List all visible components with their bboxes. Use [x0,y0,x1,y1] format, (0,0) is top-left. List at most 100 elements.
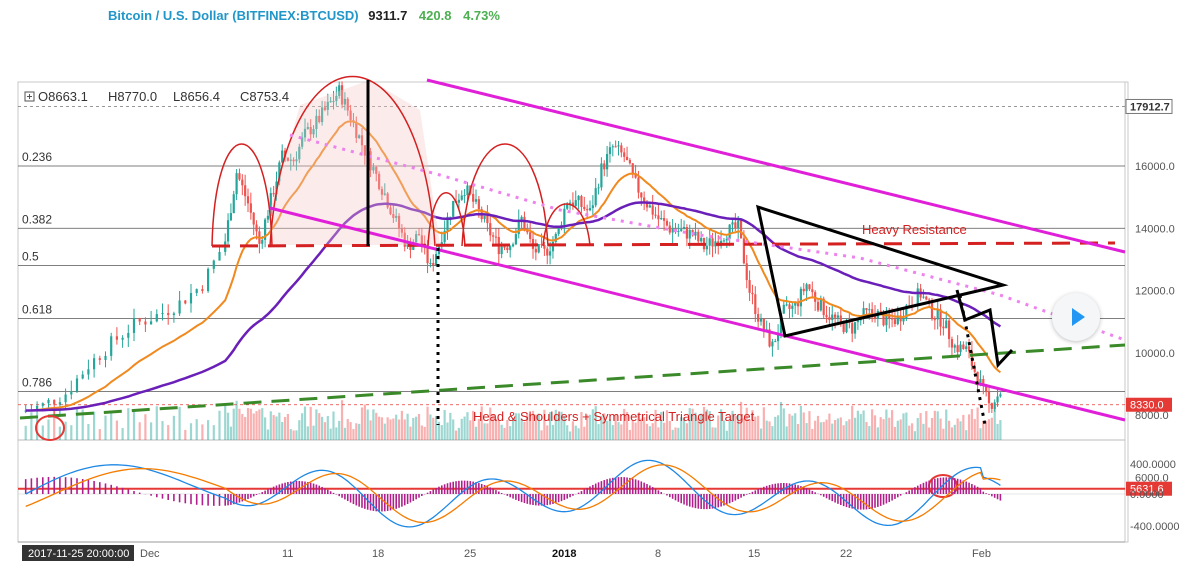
candle-body-164 [591,205,594,209]
volume-bar-12 [93,411,96,440]
volume-bar-114 [449,412,452,440]
volume-bar-174 [620,424,623,440]
volume-bar-163 [588,414,592,440]
channel-upper-line [426,78,1126,254]
price-tag-bg-1 [1126,397,1172,412]
candle-body-194 [677,230,680,232]
candle-body-231 [782,304,785,314]
volume-bar-81 [355,423,358,440]
volume-bar-5 [53,408,56,440]
volume-bar-157 [571,421,574,440]
volume-bar-283 [930,417,934,440]
volume-bar-128 [489,407,492,440]
volume-bar-262 [871,409,874,440]
candle-body-246 [825,315,828,318]
volume-bar-88 [375,412,378,440]
candle-body-15 [110,336,113,356]
ohlc-high: H8770.0 [108,89,157,104]
volume-bar-18 [127,408,130,440]
candle-body-178 [631,163,634,174]
volume-bar-50 [266,429,270,440]
candle-body-220 [751,292,754,295]
ohlc-close: C8753.4 [240,89,289,104]
volume-bar-91 [383,423,386,440]
small-arc [542,203,591,247]
volume-bar-25 [167,425,170,440]
candle-body-180 [637,177,640,193]
candle-body-173 [617,145,620,147]
volume-bar-219 [748,419,751,440]
candle-body-157 [571,202,574,207]
volume-bar-209 [720,409,723,440]
candle-body-41 [241,179,244,186]
volume-bar-0 [24,425,27,440]
candle-body-96 [397,215,401,229]
volume-bar-286 [939,418,942,440]
volume-bar-37 [229,426,232,440]
candle-body-226 [768,329,771,347]
symbol-title[interactable]: Bitcoin / U.S. Dollar (BITFINEX:BTCUSD) [108,8,363,23]
candle-body-130 [494,236,498,238]
x-tick-6: 8 [655,548,661,560]
volume-bar-115 [452,419,455,440]
volume-bar-148 [546,425,549,440]
candle-body-112 [443,230,446,243]
ema-slow-line [25,201,1002,412]
candle-body-140 [523,216,526,231]
candle-body-86 [369,151,372,171]
volume-bar-135 [509,426,512,440]
annotation-heavy-resistance: Heavy Resistance [862,222,967,237]
volume-bar-152 [557,413,560,440]
volume-bar-24 [161,421,164,440]
candle-body-266 [882,312,885,326]
volume-bar-259 [862,410,865,440]
volume-bar-110 [437,421,441,440]
volume-bar-54 [278,412,281,440]
volume-bar-9 [75,408,79,440]
zigzag-projection [955,289,1014,369]
candle-body-5 [53,399,56,405]
candle-body-305 [993,402,996,409]
left-shoulder-arc [211,143,273,247]
volume-bar-188 [660,411,663,440]
candle-body-54 [278,162,281,182]
volume-bar-111 [440,425,443,440]
volume-bar-200 [694,412,697,440]
candle-body-138 [517,219,520,235]
expand-icon[interactable] [24,91,35,102]
volume-bar-246 [825,419,828,440]
volume-bar-258 [859,414,862,440]
candle-body-207 [714,241,717,247]
volume-bar-264 [876,427,879,440]
candle-body-162 [586,209,589,211]
candle-body-84 [363,145,366,156]
candle-body-139 [520,216,523,220]
candle-body-8 [70,391,73,395]
candle-body-189 [663,217,666,221]
volume-bar-276 [910,423,914,440]
candle-body-200 [694,231,697,236]
candle-body-33 [212,260,215,269]
candle-body-148 [546,248,549,256]
candle-body-179 [634,173,637,178]
volume-bar-252 [842,425,845,440]
candle-body-155 [566,203,569,209]
candle-body-90 [380,189,384,195]
candle-body-50 [266,215,270,220]
replay-play-button[interactable] [1052,293,1100,341]
volume-bar-210 [722,420,726,440]
candle-body-23 [155,314,158,322]
volume-bar-284 [933,410,936,440]
volume-bar-274 [905,412,908,440]
candle-body-89 [378,173,381,190]
candle-body-70 [323,107,327,110]
candle-body-79 [349,110,352,121]
volume-bar-144 [534,414,537,440]
target-drop-2 [958,294,987,426]
volume-bar-116 [454,430,458,440]
macd-pane [18,459,1125,528]
y-tick-5: 16000.0 [1135,161,1175,173]
candle-body-102 [415,234,418,243]
candle-body-3 [41,403,44,406]
